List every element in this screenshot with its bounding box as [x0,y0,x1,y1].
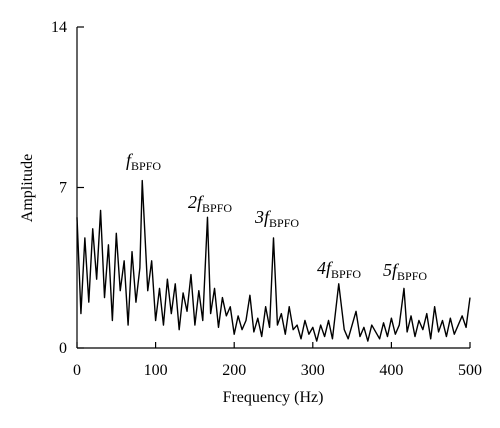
x-tick-label: 100 [144,362,168,379]
peak-annotation: 3fBPFO [254,207,299,230]
annotation-symbol: 5f [383,260,400,280]
y-tick-label: 14 [51,19,67,36]
annotation-subscript: BPFO [131,159,161,173]
peak-annotation: 4fBPFO [317,258,361,281]
y-tick-label: 7 [59,180,67,197]
peak-annotation: 5fBPFO [383,260,427,283]
x-tick-label: 300 [301,362,325,379]
peak-annotation: 2fBPFO [188,192,232,215]
annotation-subscript: BPFO [397,269,427,283]
annotation-symbol: f [126,150,134,170]
x-axis-title: Frequency (Hz) [223,389,324,406]
annotation-subscript: BPFO [202,201,232,215]
y-axis-title: Amplitude [19,154,36,222]
peak-annotation: fBPFO [126,150,161,173]
annotation-symbol: 4f [317,258,334,278]
x-tick-label: 200 [222,362,246,379]
annotation-symbol: 2f [188,192,205,212]
x-tick-label: 500 [458,362,482,379]
x-tick-label: 0 [73,362,81,379]
y-tick-label: 0 [59,340,67,357]
spectrum-line [76,179,471,342]
x-tick-label: 400 [379,362,403,379]
annotation-subscript: BPFO [269,216,299,230]
annotation-subscript: BPFO [331,267,361,281]
annotation-symbol: 3f [254,207,272,227]
